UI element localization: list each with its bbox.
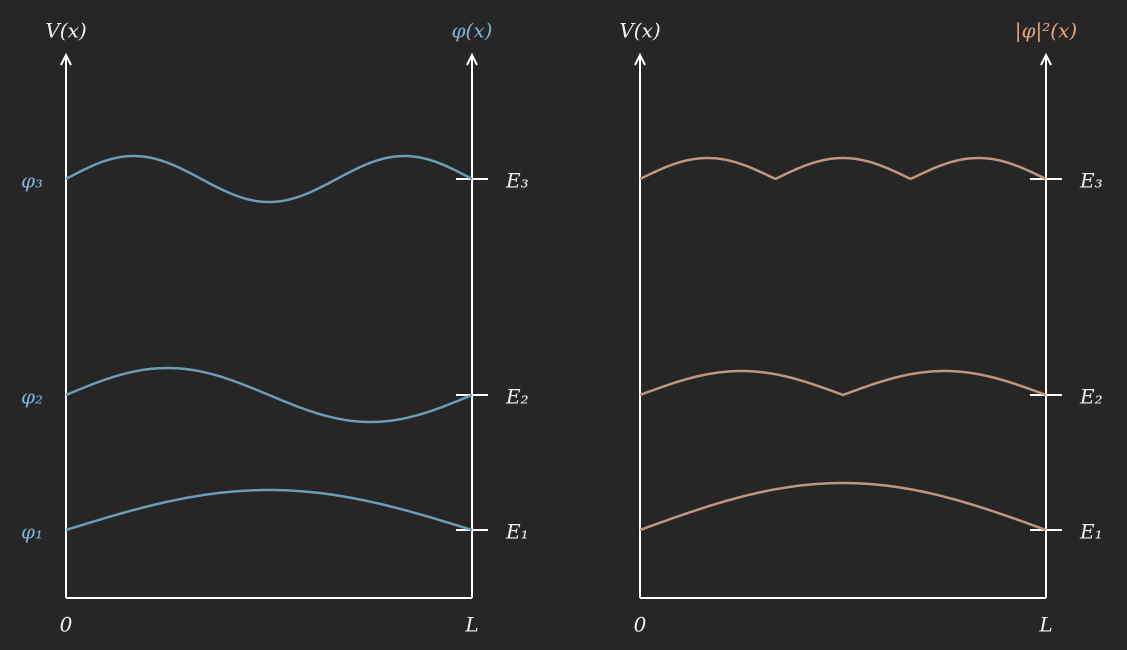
x-label: L [1038, 613, 1052, 637]
energy-label: E₁ [505, 520, 529, 544]
wave-curve [65, 154, 473, 204]
energy-label: E₃ [1079, 169, 1103, 193]
axis-label: |φ|²(x) [1015, 19, 1077, 44]
state-label: φ₂ [21, 385, 43, 409]
probability-curve [639, 156, 1047, 181]
right-axis [466, 52, 478, 598]
state-label: φ₁ [21, 520, 43, 544]
axis-label: φ(x) [452, 19, 493, 43]
energy-label: E₂ [1079, 385, 1103, 409]
axis-label: V(x) [45, 19, 86, 43]
x-label: 0 [60, 613, 73, 637]
left-axis [634, 52, 646, 598]
axis-label: V(x) [619, 19, 660, 43]
energy-label: E₂ [505, 385, 529, 409]
wave-curve [65, 366, 473, 424]
right-axis [1040, 52, 1052, 598]
probability-curve [639, 369, 1047, 397]
state-label: φ₃ [21, 169, 43, 193]
energy-label: E₃ [505, 169, 529, 193]
wave-curve [65, 488, 473, 532]
x-label: 0 [634, 613, 647, 637]
left-axis [60, 52, 72, 598]
probability-curve [639, 481, 1047, 532]
energy-label: E₁ [1079, 520, 1103, 544]
x-label: L [464, 613, 478, 637]
